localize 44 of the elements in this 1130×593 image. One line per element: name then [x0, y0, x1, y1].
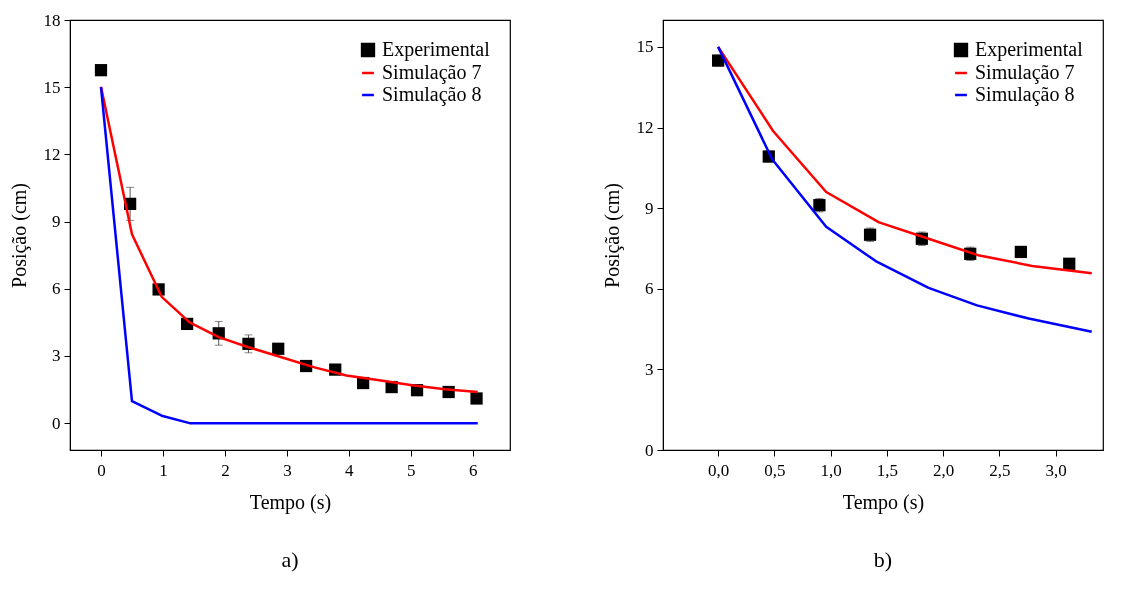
x-tick-label: 1,0	[820, 460, 842, 480]
y-axis-title: Posição (cm)	[600, 183, 624, 288]
y-tick-label: 0	[645, 440, 654, 460]
x-tick-label: 2,0	[933, 460, 955, 480]
x-tick-label: 5	[407, 460, 416, 480]
y-axis-title: Posição (cm)	[7, 183, 31, 288]
legend-label: Experimental	[975, 38, 1084, 61]
x-tick-label: 3	[283, 460, 292, 480]
point	[1014, 245, 1027, 259]
y-tick-label: 18	[43, 10, 61, 30]
x-tick-label: 3,0	[1045, 460, 1067, 480]
x-tick-label: 2	[221, 460, 230, 480]
y-tick-label: 12	[636, 118, 654, 137]
y-tick-label: 0	[52, 413, 61, 433]
legend-label: Simulação 8	[382, 83, 482, 106]
x-tick-label: 0	[97, 460, 106, 480]
x-tick-label: 0,5	[764, 460, 786, 480]
x-tick-label: 0,0	[708, 460, 730, 480]
x-axis-title: Tempo (s)	[249, 490, 332, 514]
y-tick-label: 3	[52, 346, 61, 366]
text: a)	[281, 547, 299, 572]
y-tick-label: 9	[52, 212, 61, 232]
x-tick-label: 6	[469, 460, 478, 480]
y-tick-label: 12	[43, 144, 61, 164]
text: b)	[873, 547, 893, 572]
y-tick-label: 3	[645, 359, 654, 379]
x-tick-label: 1,5	[876, 460, 899, 480]
legend-label: Simulação 7	[382, 61, 482, 84]
y-tick-label: 6	[645, 279, 654, 299]
point	[94, 64, 108, 77]
y-tick-label: 15	[636, 37, 654, 57]
y-tick-label: 6	[52, 279, 61, 299]
legend-label: Simulação 7	[975, 61, 1075, 84]
x-tick-label: 4	[345, 460, 355, 480]
point	[1063, 257, 1076, 270]
legend-label: Simulação 8	[975, 83, 1075, 106]
y-tick-label: 15	[43, 77, 61, 97]
x-tick-label: 2,5	[989, 460, 1011, 480]
legend-label: Experimental	[382, 38, 491, 61]
point	[470, 392, 483, 405]
y-tick-label: 9	[645, 198, 654, 218]
x-axis-title: Tempo (s)	[842, 490, 925, 514]
point	[272, 342, 285, 355]
x-tick-label: 1	[159, 460, 168, 480]
